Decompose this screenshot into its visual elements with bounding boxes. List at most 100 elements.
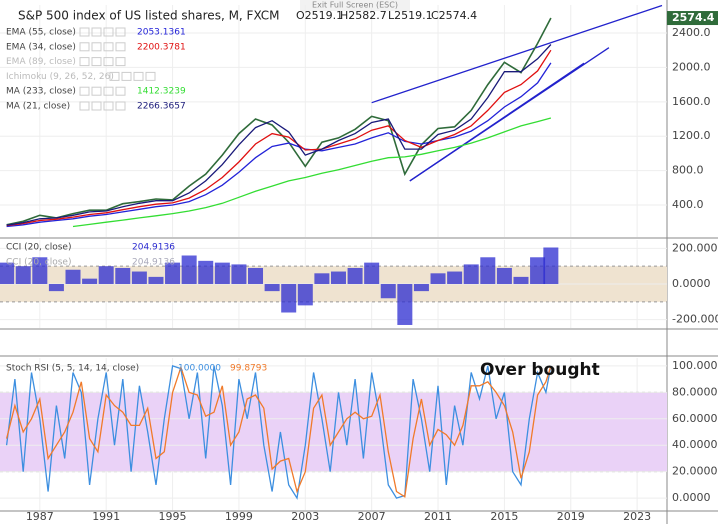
legend-value: 2053.1361 — [137, 28, 186, 38]
x-tick-label: 2019 — [557, 510, 585, 523]
legend-icon — [121, 71, 132, 81]
legend-icon — [115, 101, 126, 111]
y-tick-label: 20.0000 — [672, 465, 718, 478]
bar — [380, 284, 396, 299]
y-tick-label: 100.0000 — [672, 359, 718, 372]
legend-icon — [115, 42, 126, 52]
bar — [281, 284, 297, 313]
x-tick-label: 1991 — [92, 510, 120, 523]
legend-icon — [103, 86, 114, 96]
x-tick-label: 2007 — [358, 510, 386, 523]
y-tick-label: 2400.0 — [672, 26, 711, 39]
bar — [32, 257, 48, 284]
legend-value: 100.0000 — [178, 364, 221, 374]
bar — [264, 284, 280, 292]
series-line — [6, 62, 552, 228]
legend-name: EMA (89, close) — [6, 57, 76, 67]
legend-icon — [103, 101, 114, 111]
x-tick-label: 2011 — [424, 510, 452, 523]
bar — [297, 284, 313, 306]
y-tick-label: 200.0000 — [672, 241, 718, 254]
bar — [214, 262, 230, 284]
legend-name: MA (21, close) — [6, 102, 70, 112]
series-line — [5, 365, 552, 498]
bar — [447, 271, 463, 284]
legend-value: 2200.3781 — [137, 42, 186, 52]
y-tick-label: 1200.0 — [672, 129, 711, 142]
bar — [98, 266, 114, 284]
y-tick-label: 1600.0 — [672, 95, 711, 108]
legend-value: 2266.3657 — [137, 102, 186, 112]
bar — [463, 264, 479, 284]
bar — [397, 284, 413, 325]
bar — [314, 273, 330, 284]
ohlc-value: L2519.1 — [388, 9, 433, 22]
bar — [330, 271, 346, 284]
legend-icon — [91, 101, 102, 111]
legend-icon — [79, 27, 90, 37]
bar — [148, 276, 164, 284]
ohlc-value: C2574.4 — [431, 9, 477, 22]
y-tick-label: -200.0000 — [672, 313, 718, 326]
y-tick-label: 80.0000 — [672, 385, 718, 398]
bar — [0, 262, 15, 284]
legend-value: 204.9136 — [132, 243, 175, 253]
y-tick-label: 2000.0 — [672, 60, 711, 73]
bar — [430, 273, 446, 284]
bar — [48, 284, 64, 292]
bar — [480, 257, 496, 284]
legend-icon — [115, 27, 126, 37]
legend-icon — [133, 71, 144, 81]
ohlc-value: H2582.7 — [340, 9, 387, 22]
series-line — [6, 49, 552, 227]
ohlc-value: O2519.1 — [296, 9, 343, 22]
toolbar-bg — [300, 0, 410, 11]
legend-icon — [109, 71, 120, 81]
bar — [347, 267, 363, 284]
legend-value: 99.8793 — [230, 364, 267, 374]
bar — [82, 278, 98, 284]
legend-name: MA (233, close) — [6, 87, 76, 97]
bar — [115, 267, 131, 284]
legend-name: EMA (55, close) — [6, 28, 76, 38]
legend-name: CCI (20, close) — [6, 258, 71, 268]
y-tick-label: 60.0000 — [672, 412, 718, 425]
bar — [165, 262, 181, 284]
legend-icon — [91, 86, 102, 96]
x-tick-label: 1999 — [225, 510, 253, 523]
legend-icon — [91, 27, 102, 37]
x-tick-label: 2015 — [490, 510, 518, 523]
legend-icon — [103, 27, 114, 37]
bar — [131, 271, 147, 284]
legend-icon — [145, 71, 156, 81]
bar — [65, 269, 81, 284]
legend-icon — [91, 57, 102, 67]
legend-icon — [115, 86, 126, 96]
legend-name: CCI (20, close) — [6, 243, 71, 253]
last-price-box — [667, 11, 718, 26]
bar — [181, 255, 197, 284]
y-tick-label: 0.0000 — [672, 277, 711, 290]
last-price: 2574.4 — [672, 11, 715, 24]
bar — [198, 260, 214, 284]
legend-icon — [103, 42, 114, 52]
bar — [496, 267, 512, 284]
legend-value: 1412.3239 — [137, 87, 186, 97]
bar — [15, 266, 31, 284]
legend-icon — [91, 42, 102, 52]
legend-name: EMA (34, close) — [6, 42, 76, 52]
legend-icon — [79, 101, 90, 111]
band — [0, 392, 667, 472]
bar — [530, 257, 546, 284]
legend-name: Stoch RSI (5, 5, 14, 14, close) — [6, 364, 139, 374]
series-line — [6, 17, 552, 226]
legend-icon — [115, 57, 126, 67]
x-tick-label: 2003 — [291, 510, 319, 523]
legend-value: 204.9136 — [132, 258, 175, 268]
bar — [231, 264, 247, 284]
x-tick-label: 1995 — [159, 510, 187, 523]
exit-fullscreen[interactable]: Exit Full Screen (ESC) — [312, 1, 398, 10]
trendline — [371, 4, 663, 104]
